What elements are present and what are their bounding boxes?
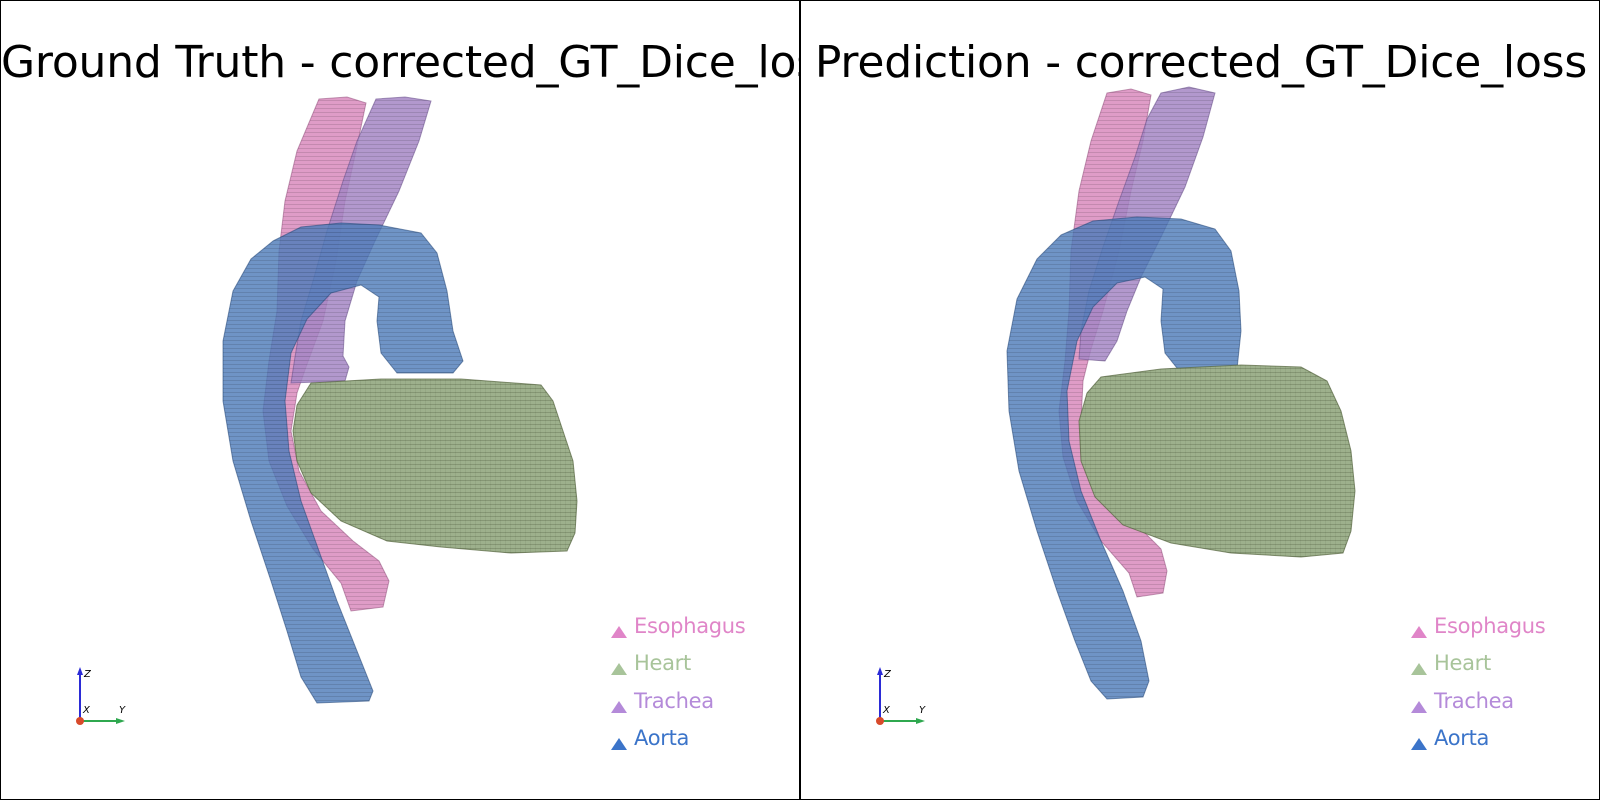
legend-item-trachea: Trachea xyxy=(611,682,791,720)
y-axis-arrow-icon xyxy=(116,718,125,724)
legend-item-heart: Heart xyxy=(1411,645,1591,683)
y-axis-label: Y xyxy=(919,705,926,716)
heart-mesh xyxy=(1078,364,1356,558)
x-axis-origin-icon xyxy=(76,717,84,725)
x-axis-origin-icon xyxy=(876,717,884,725)
y-axis-label: Y xyxy=(119,705,126,716)
legend-label-esophagus: Esophagus xyxy=(1434,613,1546,638)
legend-label-aorta: Aorta xyxy=(1434,726,1490,751)
aorta-mesh xyxy=(1006,216,1242,700)
orientation-axes-widget: Z X Y xyxy=(76,667,126,725)
heart-mesh xyxy=(292,378,578,554)
heart-triangle-icon xyxy=(611,663,627,676)
legend-label-esophagus: Esophagus xyxy=(634,613,746,638)
esophagus-triangle-icon xyxy=(1411,625,1427,638)
trachea-triangle-icon xyxy=(611,700,627,713)
legend-label-aorta: Aorta xyxy=(634,726,690,751)
aorta-triangle-icon xyxy=(611,738,627,751)
z-axis-arrow-icon xyxy=(877,667,883,675)
legend-label-trachea: Trachea xyxy=(634,688,714,713)
z-axis-label: Z xyxy=(883,669,892,680)
legend-label-heart: Heart xyxy=(1434,651,1491,676)
x-axis-label: X xyxy=(882,705,891,716)
prediction-viewport[interactable]: Prediction - corrected_GT_Dice_loss xyxy=(800,0,1600,800)
legend-label-heart: Heart xyxy=(634,651,691,676)
ground-truth-viewport[interactable]: Ground Truth - corrected_GT_Dice_loss xyxy=(0,0,800,800)
legend-item-esophagus: Esophagus xyxy=(1411,607,1591,645)
legend-label-trachea: Trachea xyxy=(1434,688,1514,713)
legend-item-aorta: Aorta xyxy=(1411,720,1591,758)
z-axis-arrow-icon xyxy=(77,667,83,675)
ground-truth-3d-scene[interactable] xyxy=(1,1,800,800)
structure-legend: Esophagus Heart Trachea Aorta xyxy=(1411,607,1591,757)
esophagus-triangle-icon xyxy=(611,625,627,638)
aorta-triangle-icon xyxy=(1411,738,1427,751)
trachea-triangle-icon xyxy=(1411,700,1427,713)
heart-triangle-icon xyxy=(1411,663,1427,676)
legend-item-esophagus: Esophagus xyxy=(611,607,791,645)
prediction-3d-scene[interactable] xyxy=(801,1,1600,800)
structure-legend: Esophagus Heart Trachea Aorta xyxy=(611,607,791,757)
legend-item-trachea: Trachea xyxy=(1411,682,1591,720)
orientation-axes-widget: Z X Y xyxy=(876,667,926,725)
x-axis-label: X xyxy=(82,705,91,716)
legend-item-aorta: Aorta xyxy=(611,720,791,758)
legend-item-heart: Heart xyxy=(611,645,791,683)
z-axis-label: Z xyxy=(83,669,92,680)
y-axis-arrow-icon xyxy=(916,718,925,724)
aorta-mesh xyxy=(222,222,464,704)
